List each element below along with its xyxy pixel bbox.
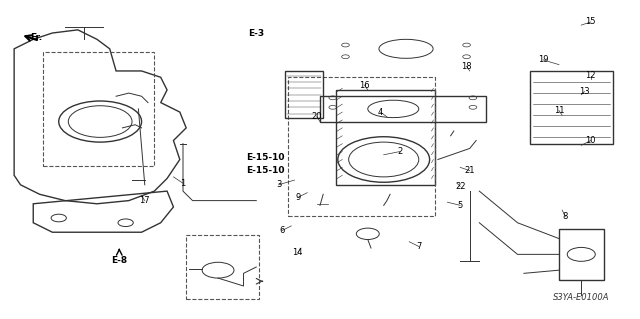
Text: 6: 6 [279, 226, 284, 235]
Text: 18: 18 [461, 62, 472, 71]
Text: E-8: E-8 [111, 256, 127, 265]
Text: 5: 5 [458, 201, 463, 210]
Text: 19: 19 [538, 56, 548, 64]
Text: 1: 1 [180, 179, 186, 188]
Text: 20: 20 [312, 112, 322, 121]
Text: E-15-10: E-15-10 [246, 153, 285, 162]
Text: 13: 13 [579, 87, 589, 96]
Text: 22: 22 [455, 182, 465, 191]
Text: 15: 15 [586, 18, 596, 26]
Text: 17: 17 [140, 196, 150, 205]
Text: 16: 16 [359, 81, 370, 90]
Text: S3YA-E0100A: S3YA-E0100A [552, 293, 609, 301]
Text: 12: 12 [586, 71, 596, 80]
Text: 21: 21 [465, 166, 475, 175]
Text: 8: 8 [563, 212, 568, 221]
Text: E-15-10: E-15-10 [246, 166, 285, 175]
Text: 7: 7 [416, 242, 422, 251]
Text: 4: 4 [378, 108, 383, 116]
Text: 14: 14 [292, 248, 303, 257]
Text: 10: 10 [586, 136, 596, 145]
Text: 2: 2 [397, 147, 403, 156]
Text: 3: 3 [276, 180, 281, 189]
Text: 11: 11 [554, 106, 564, 115]
Text: E-3: E-3 [248, 28, 264, 38]
Text: 9: 9 [295, 193, 300, 202]
Text: Fr.: Fr. [30, 33, 42, 42]
